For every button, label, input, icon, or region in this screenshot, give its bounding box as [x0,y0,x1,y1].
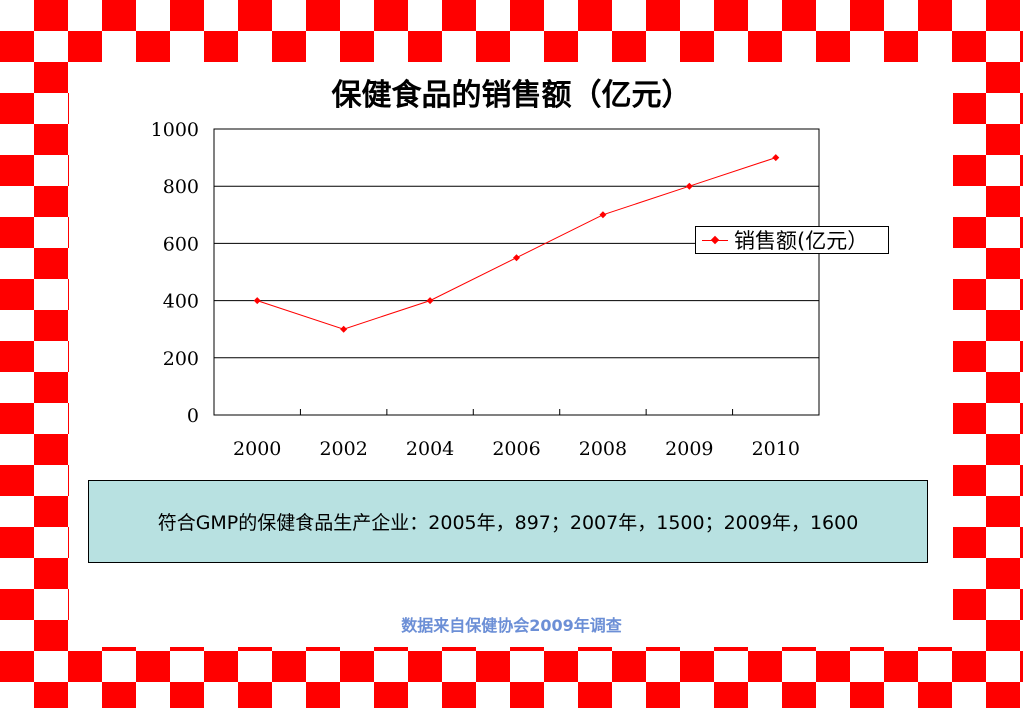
y-tick-label: 1000 [151,119,199,141]
x-tick-label: 2000 [233,438,281,460]
x-tick-label: 2002 [319,438,367,460]
data-point-marker [685,182,693,190]
x-axis-tick-labels: 2000 2002 2004 2006 2008 2009 2010 [233,409,800,460]
data-point-marker [772,154,780,162]
y-tick-label: 0 [187,405,199,427]
y-tick-label: 800 [163,176,199,198]
x-tick-label: 2009 [665,438,713,460]
legend-label: 销售额(亿元） [734,229,869,253]
data-point-marker [340,325,348,333]
x-tick-label: 2010 [752,438,800,460]
x-tick-label: 2008 [579,438,627,460]
x-tick-label: 2004 [406,438,454,460]
gridlines [214,185,819,359]
info-box: 符合GMP的保健食品生产企业：2005年，897；2007年，1500；2009… [88,480,928,563]
y-axis-tick-labels: 0 200 400 600 800 1000 [151,119,199,427]
y-tick-label: 400 [163,291,199,313]
x-tick-label: 2006 [492,438,540,460]
chart-title: 保健食品的销售额（亿元） [331,78,692,113]
data-point-marker [253,297,261,305]
y-tick-label: 200 [163,348,199,370]
info-text: 符合GMP的保健食品生产企业：2005年，897；2007年，1500；2009… [157,512,859,534]
data-point-marker [599,211,607,219]
series-layer [253,154,780,333]
plot-area-frame [213,128,820,416]
y-tick-label: 600 [163,233,199,255]
chart-legend: 销售额(亿元） [695,226,889,254]
legend-line-diamond-icon [702,234,728,246]
data-point-marker [513,254,520,262]
data-point-marker [426,297,434,305]
source-note: 数据来自保健协会2009年调查 [401,616,622,635]
